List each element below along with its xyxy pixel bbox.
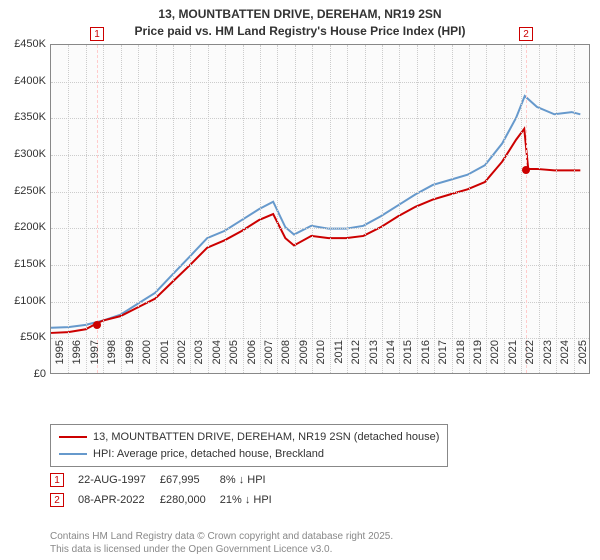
legend-label: 13, MOUNTBATTEN DRIVE, DEREHAM, NR19 2SN… [93, 429, 439, 446]
y-tick-label: £300K [0, 148, 46, 160]
x-tick-label: 2005 [228, 340, 240, 380]
x-tick-label: 1995 [54, 340, 66, 380]
x-tick-label: 2009 [298, 340, 310, 380]
y-tick-label: £0 [0, 368, 46, 380]
x-tick-label: 2003 [193, 340, 205, 380]
chart-container: 13, MOUNTBATTEN DRIVE, DEREHAM, NR19 2SN… [0, 0, 600, 560]
title-line1: 13, MOUNTBATTEN DRIVE, DEREHAM, NR19 2SN [0, 6, 600, 23]
x-tick-label: 2020 [489, 340, 501, 380]
table-row: 1 22-AUG-1997 £67,995 8% ↓ HPI [50, 470, 286, 490]
x-tick-label: 2014 [385, 340, 397, 380]
x-tick-label: 2021 [507, 340, 519, 380]
x-tick-label: 2004 [211, 340, 223, 380]
sale-delta: 8% ↓ HPI [220, 470, 286, 490]
legend-swatch [59, 453, 87, 455]
chart-wrap: £0 £50K £100K £150K £200K £250K £300K £350K £400… [0, 44, 600, 414]
footnote-line2: This data is licensed under the Open Gov… [50, 543, 393, 556]
plot-area: 12 [50, 44, 590, 374]
footnote: Contains HM Land Registry data © Crown c… [50, 530, 393, 556]
y-tick-label: £350K [0, 111, 46, 123]
series-line [51, 96, 580, 328]
sales-table: 1 22-AUG-1997 £67,995 8% ↓ HPI 2 08-APR-… [50, 470, 286, 510]
sale-marker: 2 [519, 27, 533, 41]
x-tick-label: 1998 [106, 340, 118, 380]
sale-delta: 21% ↓ HPI [220, 490, 286, 510]
sale-price: £67,995 [160, 470, 220, 490]
x-tick-label: 2006 [246, 340, 258, 380]
sale-price: £280,000 [160, 490, 220, 510]
x-tick-label: 2022 [524, 340, 536, 380]
x-tick-label: 2001 [159, 340, 171, 380]
x-tick-label: 2008 [280, 340, 292, 380]
legend-swatch [59, 436, 87, 438]
y-tick-label: £250K [0, 185, 46, 197]
x-tick-label: 2023 [542, 340, 554, 380]
x-tick-label: 2002 [176, 340, 188, 380]
x-tick-label: 2015 [402, 340, 414, 380]
sale-point [522, 166, 530, 174]
x-tick-label: 1997 [89, 340, 101, 380]
legend-item: 13, MOUNTBATTEN DRIVE, DEREHAM, NR19 2SN… [59, 429, 439, 446]
x-tick-label: 2011 [333, 340, 345, 380]
x-tick-label: 1999 [124, 340, 136, 380]
x-tick-label: 2007 [263, 340, 275, 380]
x-tick-label: 2017 [437, 340, 449, 380]
sale-id-box: 2 [50, 493, 64, 507]
x-tick-label: 2000 [141, 340, 153, 380]
x-tick-label: 2016 [420, 340, 432, 380]
x-tick-label: 1996 [71, 340, 83, 380]
table-row: 2 08-APR-2022 £280,000 21% ↓ HPI [50, 490, 286, 510]
sale-date: 22-AUG-1997 [78, 470, 160, 490]
x-tick-label: 2012 [350, 340, 362, 380]
line-series-svg [51, 45, 589, 373]
x-tick-label: 2018 [455, 340, 467, 380]
sale-point [93, 321, 101, 329]
legend-label: HPI: Average price, detached house, Brec… [93, 446, 324, 463]
y-tick-label: £200K [0, 221, 46, 233]
y-tick-label: £400K [0, 75, 46, 87]
x-tick-label: 2025 [577, 340, 589, 380]
y-tick-label: £450K [0, 38, 46, 50]
x-tick-label: 2024 [559, 340, 571, 380]
legend-item: HPI: Average price, detached house, Brec… [59, 446, 439, 463]
footnote-line1: Contains HM Land Registry data © Crown c… [50, 530, 393, 543]
x-tick-label: 2013 [368, 340, 380, 380]
y-tick-label: £50K [0, 331, 46, 343]
x-tick-label: 2019 [472, 340, 484, 380]
x-tick-label: 2010 [315, 340, 327, 380]
legend-box: 13, MOUNTBATTEN DRIVE, DEREHAM, NR19 2SN… [50, 424, 448, 467]
sale-marker: 1 [90, 27, 104, 41]
sale-id-box: 1 [50, 473, 64, 487]
sale-date: 08-APR-2022 [78, 490, 160, 510]
y-tick-label: £150K [0, 258, 46, 270]
y-tick-label: £100K [0, 295, 46, 307]
